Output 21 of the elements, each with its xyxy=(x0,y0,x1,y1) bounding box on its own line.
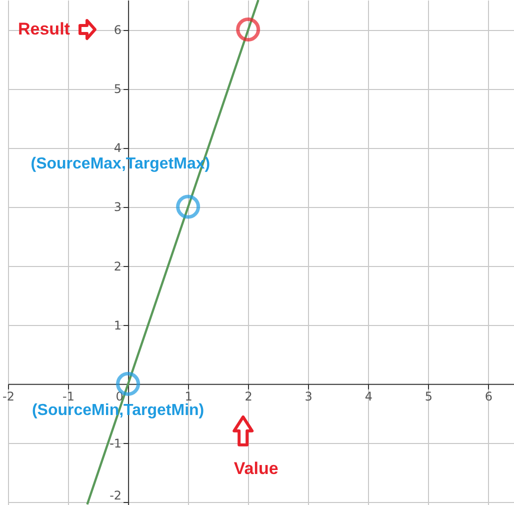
y-tick-label: 5 xyxy=(114,82,122,96)
x-tick-label: 5 xyxy=(424,389,432,404)
x-tick-label: 1 xyxy=(184,389,192,404)
x-tick-label: 6 xyxy=(484,389,493,404)
y-tick-label: 3 xyxy=(114,200,122,214)
annotation: Value xyxy=(234,458,278,478)
point xyxy=(176,194,200,219)
x-tick-label: -1 xyxy=(62,389,75,404)
annotation: Result xyxy=(18,20,70,39)
x-tick-label: 2 xyxy=(244,389,252,404)
x-tick-label: 4 xyxy=(364,389,372,404)
y-tick-label: 1 xyxy=(114,318,122,332)
x-tick-label: -2 xyxy=(2,389,14,404)
y-tick-label: -2 xyxy=(110,488,122,503)
y-tick-label: 2 xyxy=(114,259,122,274)
x-tick-label: 3 xyxy=(304,389,312,404)
point xyxy=(236,18,260,42)
x-tick-label: 0 xyxy=(116,389,124,404)
y-tick-label: -1 xyxy=(110,436,122,450)
y-tick-label: 6 xyxy=(114,23,122,38)
y-tick-label: 4 xyxy=(114,141,122,156)
